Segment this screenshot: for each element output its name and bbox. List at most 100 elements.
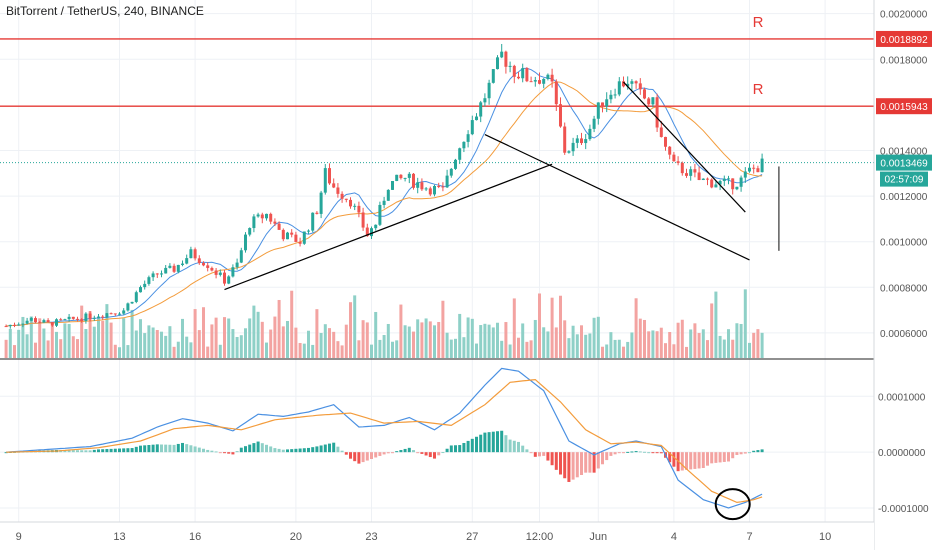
macd-histogram-bar bbox=[223, 452, 226, 454]
volume-bar bbox=[462, 337, 466, 358]
candle-body bbox=[260, 214, 264, 219]
volume-bar bbox=[323, 324, 327, 358]
volume-bar bbox=[655, 331, 659, 358]
macd-histogram-bar bbox=[475, 436, 478, 453]
macd-histogram-bar bbox=[97, 449, 100, 453]
volume-bar bbox=[424, 318, 428, 358]
macd-histogram-bar bbox=[500, 430, 504, 453]
macd-histogram-bar bbox=[727, 452, 730, 462]
volume-bar bbox=[756, 329, 760, 358]
volume-bar bbox=[290, 290, 294, 358]
macd-histogram-bar bbox=[458, 445, 462, 453]
volume-bar bbox=[727, 329, 730, 358]
candle-body bbox=[542, 78, 546, 84]
macd-histogram-bar bbox=[164, 444, 168, 453]
candle-body bbox=[412, 173, 415, 188]
volume-bar bbox=[559, 295, 562, 358]
volume-bar bbox=[748, 342, 751, 358]
candle-body bbox=[525, 68, 529, 82]
candle-body bbox=[714, 184, 718, 188]
volume-bar bbox=[609, 332, 613, 358]
candle-body bbox=[718, 181, 722, 185]
macd-histogram-bar bbox=[340, 450, 344, 453]
volume-bar bbox=[676, 322, 680, 358]
candle-body bbox=[55, 319, 58, 326]
macd-histogram-bar bbox=[617, 452, 621, 454]
volume-bar bbox=[336, 341, 340, 358]
volume-bar bbox=[286, 320, 289, 358]
volume-bar bbox=[659, 327, 663, 358]
volume-bar bbox=[668, 332, 672, 358]
macd-histogram-bar bbox=[63, 450, 67, 453]
candle-body bbox=[42, 320, 46, 323]
candle-body bbox=[340, 193, 344, 199]
volume-bar bbox=[50, 326, 54, 358]
candle-body bbox=[50, 322, 54, 326]
candle-body bbox=[626, 83, 630, 87]
volume-bar bbox=[735, 323, 739, 358]
macd-histogram-bar bbox=[567, 452, 571, 482]
candle-body bbox=[521, 68, 525, 79]
macd-histogram-bar bbox=[374, 452, 378, 458]
candle-body bbox=[638, 83, 642, 90]
macd-histogram-bar bbox=[588, 452, 592, 473]
volume-bar bbox=[647, 331, 651, 358]
candle-body bbox=[567, 151, 571, 153]
volume-bar bbox=[88, 311, 92, 358]
time-tick-label: 23 bbox=[365, 531, 377, 543]
volume-bar bbox=[693, 323, 697, 358]
macd-histogram-bar bbox=[668, 452, 672, 463]
volume-bar bbox=[710, 303, 714, 358]
volume-bar bbox=[126, 345, 130, 358]
volume-bar bbox=[466, 317, 470, 358]
macd-histogram-bar bbox=[550, 452, 554, 466]
candle-body bbox=[575, 138, 579, 143]
candle-body bbox=[407, 173, 411, 178]
candle-body bbox=[680, 162, 684, 174]
macd-histogram-bar bbox=[680, 452, 684, 471]
time-tick-label: 12:00 bbox=[526, 531, 554, 543]
volume-bar bbox=[563, 320, 567, 358]
volume-bar bbox=[164, 335, 168, 358]
candle-body bbox=[277, 223, 281, 230]
candle-body bbox=[739, 177, 743, 187]
macd-histogram-bar bbox=[739, 452, 743, 455]
resistance-lines: RR bbox=[0, 14, 874, 164]
candle-body bbox=[588, 128, 592, 140]
volume-bar bbox=[420, 322, 424, 358]
macd-histogram-bar bbox=[529, 452, 533, 454]
price-tick-label: 0.0012000 bbox=[880, 192, 928, 203]
volume-bar bbox=[517, 337, 520, 358]
macd-histogram-bar bbox=[504, 435, 508, 453]
macd-histogram-bar bbox=[433, 452, 436, 459]
macd-histogram-bar bbox=[416, 452, 420, 454]
volume-bar bbox=[399, 304, 403, 358]
volume-bar bbox=[651, 330, 655, 358]
candle-body bbox=[365, 227, 369, 237]
macd-histogram-bar bbox=[244, 446, 247, 453]
candle-body bbox=[298, 241, 302, 244]
candle-body bbox=[399, 174, 403, 179]
macd-histogram-bar bbox=[487, 432, 491, 453]
macd-histogram-bar bbox=[445, 448, 449, 453]
macd-histogram-bar bbox=[260, 443, 264, 453]
volume-bar bbox=[181, 318, 184, 358]
macd-histogram-bar bbox=[109, 448, 113, 453]
volume-bar bbox=[67, 323, 71, 358]
candle-body bbox=[231, 267, 235, 277]
candle-body bbox=[105, 313, 109, 318]
macd-histogram-bar bbox=[710, 452, 714, 464]
volume-bar bbox=[143, 333, 147, 358]
volume-bar bbox=[500, 340, 504, 358]
candle-body bbox=[584, 139, 588, 144]
candle-body bbox=[34, 318, 37, 323]
time-axis-background bbox=[0, 522, 874, 550]
candle-body bbox=[601, 102, 604, 107]
volume-bar bbox=[567, 338, 571, 358]
volume-bar bbox=[479, 325, 483, 358]
macd-histogram-bar bbox=[756, 450, 760, 453]
volume-bar bbox=[235, 336, 239, 358]
volume-bar bbox=[689, 329, 693, 358]
volume-bar bbox=[328, 328, 331, 358]
